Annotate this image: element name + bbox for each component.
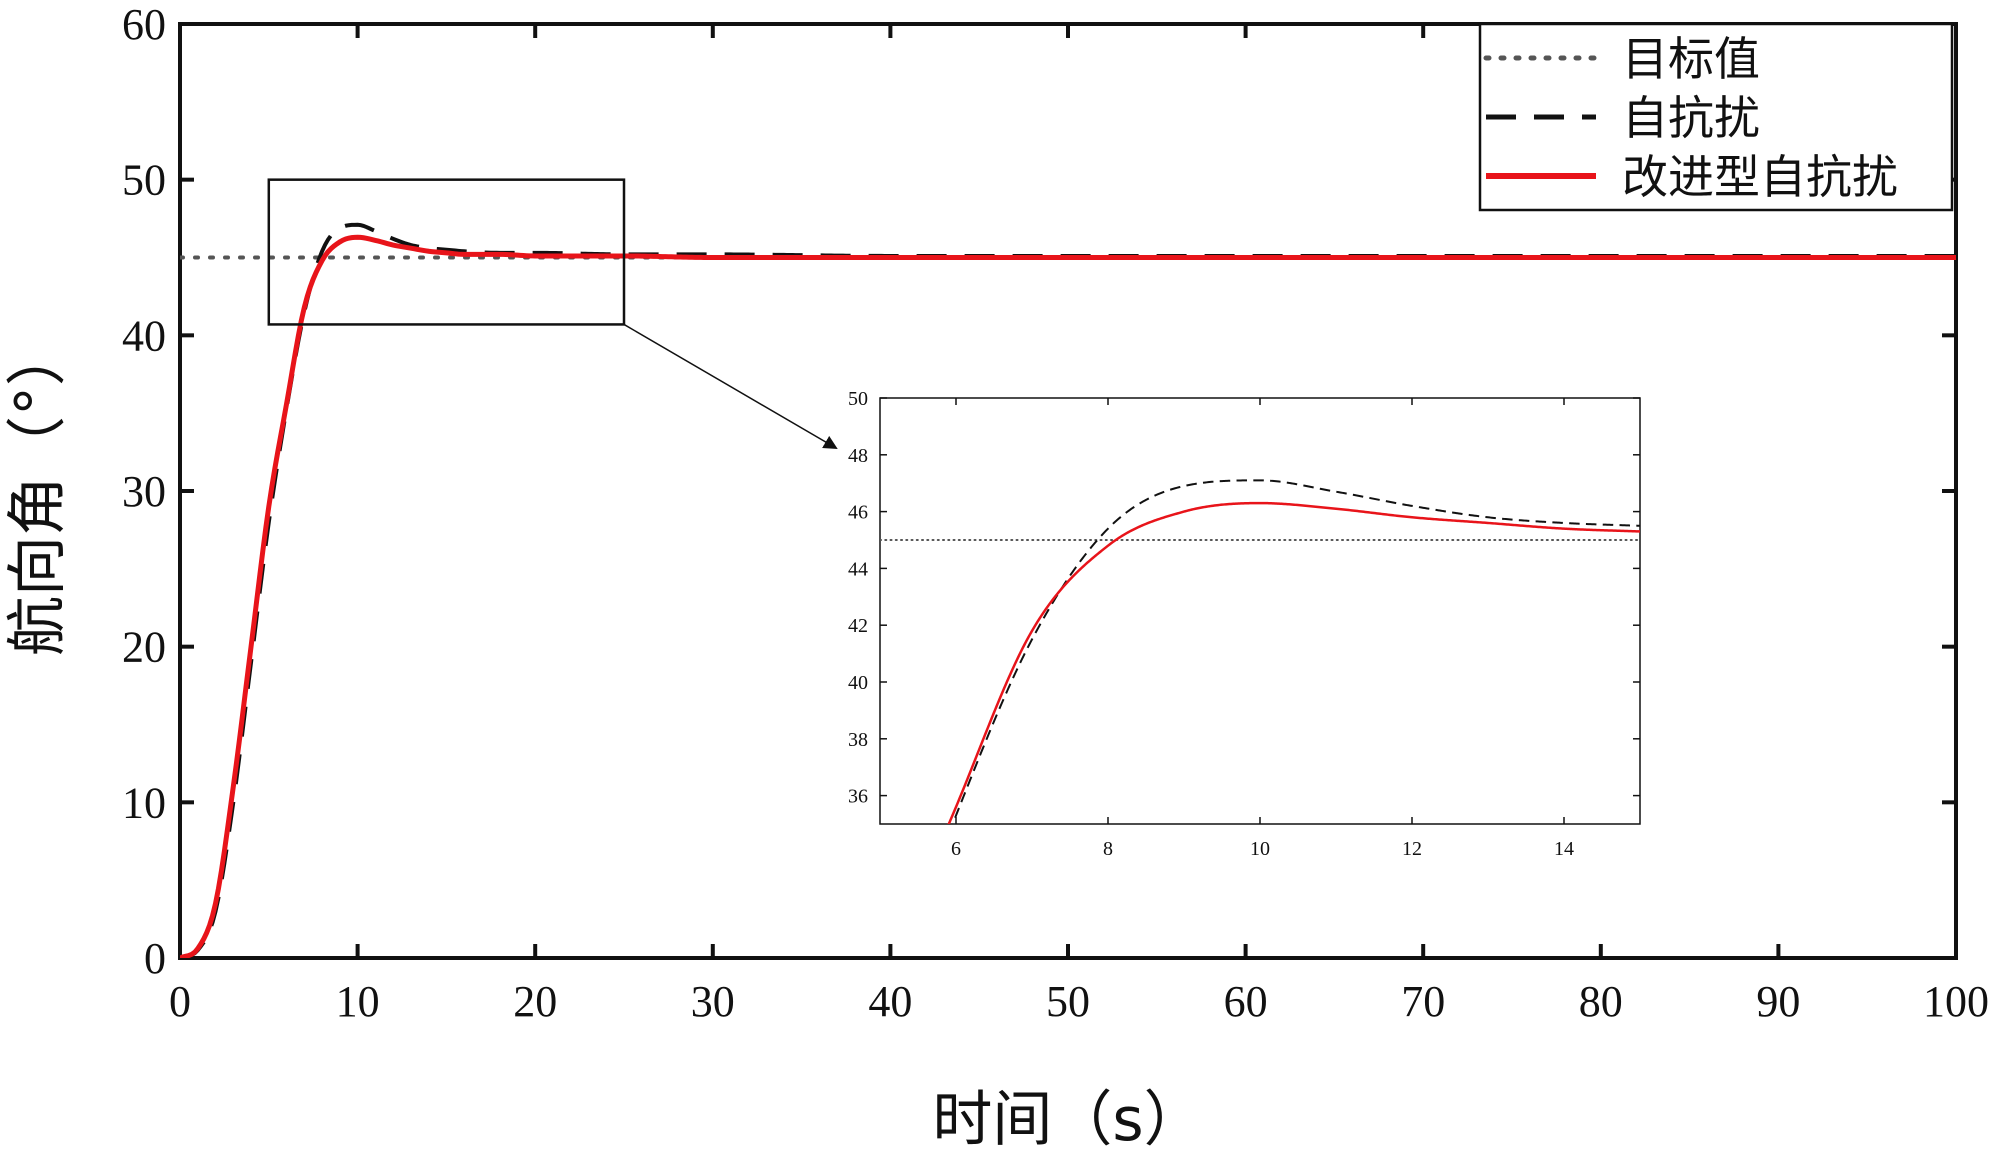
inset-plot: 6 8 10 12 14 36 38 40 42 44 46 48 50 bbox=[848, 388, 1641, 860]
main-series-line bbox=[180, 234, 1956, 958]
inset-series-line bbox=[951, 479, 1640, 824]
x-tick-label: 40 bbox=[868, 977, 912, 1026]
y-axis-label: 航向角（°） bbox=[3, 326, 73, 656]
x-tick-label: 100 bbox=[1923, 977, 1989, 1026]
y-tick-label: 20 bbox=[122, 623, 166, 672]
x-tick-label: 10 bbox=[336, 977, 380, 1026]
zoom-arrow bbox=[623, 323, 838, 450]
legend-label: 自抗扰 bbox=[1622, 91, 1760, 145]
x-tick-label: 70 bbox=[1401, 977, 1445, 1026]
inset-frame bbox=[879, 397, 1641, 825]
inset-y-tick-label: 48 bbox=[848, 445, 868, 467]
y-tick-label: 60 bbox=[122, 0, 166, 49]
zoom-box bbox=[267, 178, 626, 326]
inset-x-tick-label: 8 bbox=[1103, 838, 1113, 860]
inset-x-tick-label: 12 bbox=[1402, 838, 1422, 860]
main-plot: 0 10 20 30 40 50 60 70 80 90 100 0 10 20 30 40 50 60 bbox=[122, 0, 1989, 1026]
legend-label: 目标值 bbox=[1622, 32, 1760, 86]
y-tick-label: 10 bbox=[122, 778, 166, 827]
inset-x-tick-label: 10 bbox=[1250, 838, 1270, 860]
y-tick-label: 50 bbox=[122, 156, 166, 205]
inset-x-tick-label: 6 bbox=[951, 838, 961, 860]
y-tick-label: 0 bbox=[144, 934, 166, 983]
x-tick-label: 30 bbox=[691, 977, 735, 1026]
inset-y-tick-label: 40 bbox=[848, 672, 868, 694]
x-tick-label: 0 bbox=[169, 977, 191, 1026]
x-tick-label: 50 bbox=[1046, 977, 1090, 1026]
x-tick-label: 20 bbox=[513, 977, 557, 1026]
y-tick-label: 40 bbox=[122, 311, 166, 360]
inset-y-tick-label: 38 bbox=[848, 729, 868, 751]
x-tick-label: 80 bbox=[1579, 977, 1623, 1026]
x-tick-label: 60 bbox=[1224, 977, 1268, 1026]
zoom-indicator bbox=[267, 178, 838, 450]
inset-y-tick-label: 46 bbox=[848, 502, 868, 524]
inset-series-line bbox=[947, 501, 1640, 824]
inset-y-tick-label: 36 bbox=[848, 786, 868, 808]
inset-y-tick-label: 42 bbox=[848, 615, 868, 637]
inset-x-tick-label: 14 bbox=[1554, 838, 1574, 860]
legend-label: 改进型自抗扰 bbox=[1622, 150, 1898, 204]
inset-y-tick-label: 44 bbox=[848, 558, 868, 580]
x-axis-label: 时间（s） bbox=[932, 1085, 1203, 1155]
inset-y-tick-label: 50 bbox=[848, 388, 868, 410]
y-tick-label: 30 bbox=[122, 467, 166, 516]
x-tick-label: 90 bbox=[1756, 977, 1800, 1026]
